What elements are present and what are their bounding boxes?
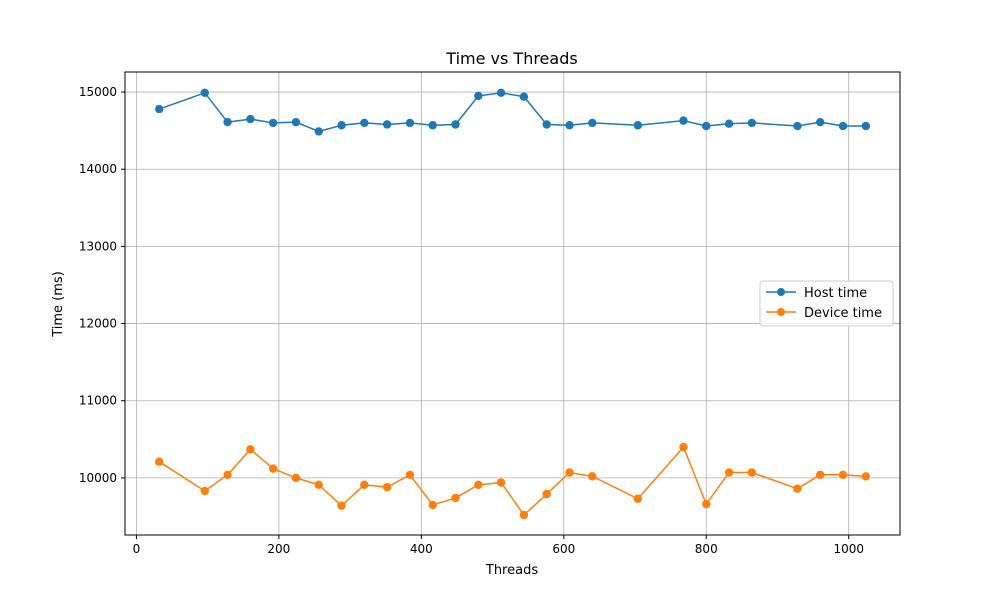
data-point-device-time xyxy=(747,468,757,477)
data-point-host-time xyxy=(223,117,232,127)
y-tick-label: 12000 xyxy=(79,317,117,331)
axes-layer: 0 200 400 600 800 1000 10000 11000 12000 13000 140… xyxy=(79,71,901,556)
data-point-device-time xyxy=(246,445,255,454)
data-point-host-time xyxy=(588,118,597,128)
data-point-host-time xyxy=(679,116,688,125)
data-point-device-time xyxy=(861,472,871,481)
legend-marker-host xyxy=(777,288,785,296)
x-tick-label: 1000 xyxy=(833,542,864,556)
y-tick-label: 11000 xyxy=(79,394,117,408)
y-tick-label: 14000 xyxy=(79,162,117,176)
data-point-device-time xyxy=(565,468,574,477)
data-point-device-time xyxy=(268,464,278,473)
data-point-host-time xyxy=(200,88,209,98)
data-point-device-time xyxy=(838,470,848,480)
data-point-device-time xyxy=(724,468,734,477)
data-point-host-time xyxy=(360,118,369,128)
data-point-device-time xyxy=(428,500,437,510)
data-point-device-time xyxy=(496,478,506,487)
data-point-host-time xyxy=(838,121,848,131)
data-point-host-time xyxy=(291,117,301,127)
data-point-host-time xyxy=(496,88,506,98)
x-tick-label: 600 xyxy=(552,542,575,556)
data-point-host-time xyxy=(474,91,483,101)
series-line-host-time xyxy=(158,91,866,133)
data-point-host-time xyxy=(565,121,574,130)
data-point-device-time xyxy=(337,501,346,510)
data-point-host-time xyxy=(542,120,551,129)
data-point-device-time xyxy=(360,480,369,490)
data-point-device-time xyxy=(405,470,415,480)
data-point-device-time xyxy=(679,442,688,452)
data-point-device-time xyxy=(519,510,529,520)
data-point-device-time xyxy=(816,470,825,480)
data-point-device-time xyxy=(382,482,392,492)
data-point-host-time xyxy=(702,121,711,131)
chart-title: Time vs Threads xyxy=(445,49,577,68)
data-point-device-time xyxy=(588,472,597,481)
y-axis-label: Time (ms) xyxy=(51,271,66,338)
y-tick-label: 10000 xyxy=(79,471,117,485)
data-point-device-time xyxy=(291,473,301,483)
x-tick-label: 200 xyxy=(267,542,290,556)
data-point-host-time xyxy=(337,121,346,130)
data-point-host-time xyxy=(816,117,825,127)
x-tick-label: 400 xyxy=(410,542,433,556)
x-tick-label: 800 xyxy=(695,542,718,556)
data-point-device-time xyxy=(702,499,711,509)
data-point-host-time xyxy=(154,104,164,114)
series-line-device-time xyxy=(158,445,866,517)
legend-label-host: Host time xyxy=(804,286,867,301)
data-point-device-time xyxy=(793,484,802,493)
data-point-device-time xyxy=(542,489,551,499)
data-point-device-time xyxy=(200,486,209,496)
data-point-device-time xyxy=(314,480,323,490)
y-tick-label: 15000 xyxy=(79,85,117,99)
data-point-host-time xyxy=(405,118,415,128)
x-axis-label: Threads xyxy=(485,563,538,578)
y-tick-label: 13000 xyxy=(79,239,117,253)
x-tick-label: 0 xyxy=(133,542,141,556)
data-point-host-time xyxy=(428,121,437,130)
data-point-host-time xyxy=(451,120,460,129)
legend-marker-device xyxy=(777,308,785,316)
data-point-device-time xyxy=(154,457,164,466)
legend-label-device: Device time xyxy=(804,306,882,321)
plot-frame xyxy=(124,71,901,536)
data-point-host-time xyxy=(793,121,802,131)
data-point-device-time xyxy=(474,480,483,490)
data-point-host-time xyxy=(724,119,734,128)
data-point-host-time xyxy=(314,127,323,136)
data-point-host-time xyxy=(519,92,529,101)
data-point-host-time xyxy=(747,118,757,128)
series-layer xyxy=(154,88,871,520)
data-point-device-time xyxy=(223,470,232,480)
legend: Host time Device time xyxy=(759,280,894,327)
data-point-host-time xyxy=(633,121,643,130)
data-point-device-time xyxy=(451,493,460,503)
data-point-host-time xyxy=(268,118,278,128)
data-point-host-time xyxy=(861,121,871,131)
data-point-device-time xyxy=(633,494,643,503)
data-point-host-time xyxy=(246,114,255,124)
data-point-host-time xyxy=(382,120,392,129)
